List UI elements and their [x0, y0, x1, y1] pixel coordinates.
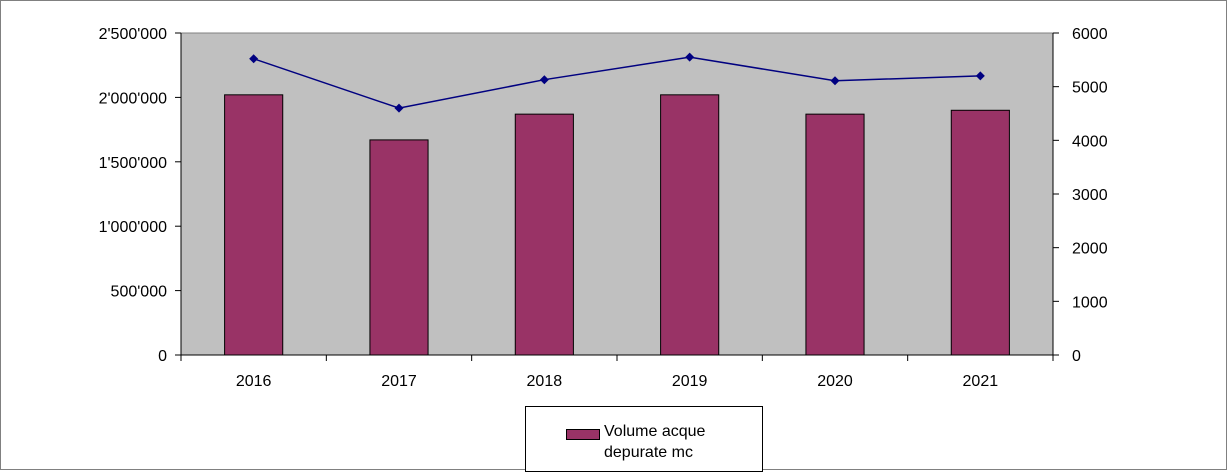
- y-left-tick-label: 2'500'000: [99, 26, 168, 43]
- bar-2017: [369, 139, 429, 356]
- x-tick-label: 2017: [381, 373, 417, 390]
- bar-2018: [514, 113, 574, 356]
- bar-2021: [950, 109, 1010, 356]
- y-right-tick-label: 4000: [1072, 133, 1108, 150]
- y-right-tick-label: 5000: [1072, 80, 1108, 97]
- y-left-tick-label: 2'000'000: [99, 90, 168, 107]
- bar-2020: [805, 113, 865, 356]
- y-right-tick-label: 6000: [1072, 26, 1108, 43]
- line-point-2018: [539, 75, 549, 85]
- line-point-2019: [685, 52, 695, 62]
- y-left-tick-label: 500'000: [111, 284, 168, 301]
- line-point-2020: [830, 76, 840, 86]
- x-tick-label: 2016: [236, 373, 272, 390]
- x-tick-label: 2019: [672, 373, 708, 390]
- x-tick-label: 2018: [527, 373, 563, 390]
- x-tick-label: 2020: [817, 373, 853, 390]
- y-left-tick-label: 0: [158, 348, 167, 365]
- y-left-tick-label: 1'500'000: [99, 155, 168, 172]
- bar-2016: [224, 94, 284, 356]
- y-right-tick-label: 2000: [1072, 241, 1108, 258]
- x-tick-label: 2021: [963, 373, 999, 390]
- legend-swatch-volume: [566, 429, 600, 440]
- legend: Volume acque depurate mc: [525, 406, 763, 472]
- line-point-2016: [249, 54, 259, 64]
- y-right-tick-label: 1000: [1072, 294, 1108, 311]
- bar-2019: [660, 94, 720, 356]
- line-point-2021: [975, 71, 985, 81]
- line-point-2017: [394, 103, 404, 113]
- y-left-tick-label: 1'000'000: [99, 219, 168, 236]
- plot-area: [180, 32, 1054, 356]
- y-right-tick-label: 3000: [1072, 187, 1108, 204]
- line-series: [253, 56, 981, 109]
- y-right-tick-label: 0: [1072, 348, 1081, 365]
- legend-label-volume: Volume acque depurate mc: [604, 423, 706, 461]
